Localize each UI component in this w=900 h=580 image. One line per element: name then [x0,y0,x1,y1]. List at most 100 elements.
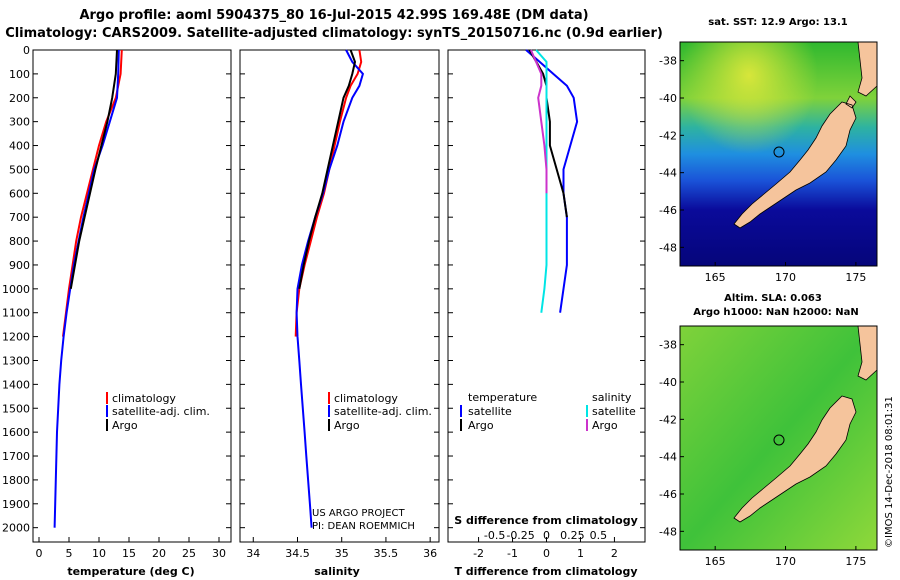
sla-field [680,326,877,550]
legend-label-satellite: satellite-adj. clim. [334,405,432,418]
depth-tick-label: 1400 [2,378,30,391]
map-y-tick-label: -38 [659,55,677,68]
map-y-tick-label: -48 [659,241,677,254]
map-y-tick-label: -42 [659,413,677,426]
map-y-tick-label: -46 [659,488,677,501]
temperature-panel-frame [32,49,232,543]
map-y-tick-label: -40 [659,376,677,389]
difference-plot: -2 -1 0 1 2 -0.5 -0.25 0 0.25 0.5 [448,49,645,560]
depth-tick-label: 0 [23,44,30,57]
depth-tick-label: 1200 [2,331,30,344]
x-tick-label: 35 [335,547,349,560]
salinity-plot: 34 34.5 35 35.5 36 [240,49,439,560]
series-line-climatology [62,49,123,337]
project-credit: US ARGO PROJECT [312,508,406,519]
map-x-tick-label: 165 [705,271,726,284]
depth-tick-label: 1800 [2,474,30,487]
depth-tick-label: 300 [9,116,30,129]
map-y-tick-label: -42 [659,129,677,142]
series-line-s-argo [529,49,548,194]
x-tick-label: 15 [122,547,136,560]
depth-tick-label: 800 [9,235,30,248]
series-line-s-satellite [535,49,548,313]
salinity-x-label: salinity [314,565,360,578]
x-tick-label: -1 [507,547,518,560]
x-tick-label: 35.5 [374,547,399,560]
map-x-tick-label: 175 [845,555,866,568]
series-line-t-argo [528,49,568,218]
x-tick-label: 34 [246,547,260,560]
legend-label-argo: Argo [334,419,360,432]
depth-tick-label: 600 [9,187,30,200]
legend-header-temperature: temperature [468,391,537,404]
sst-map [679,41,878,267]
sla-map-frame [679,325,878,551]
depth-tick-label: 700 [9,211,30,224]
temperature-plot: 0100200300400500600700800900100011001200… [2,44,231,560]
s-tick-label: 0.25 [560,529,585,542]
sst-float-marker [773,146,785,158]
temperature-x-label: temperature (deg C) [67,565,194,578]
sla-map-axes: 165 170 175 -38 -40 -42 -44 -46 -48 [659,339,866,568]
series-line-t-satellite [525,49,579,313]
legend-label-s-argo: Argo [592,419,618,432]
legend-label-t-satellite: satellite [468,405,512,418]
map-y-tick-label: -44 [659,167,677,180]
s-tick-label: 0.5 [590,529,608,542]
depth-tick-label: 1500 [2,402,30,415]
series-line-argo [69,49,118,289]
salinity-legend: climatology satellite-adj. clim. Argo [328,392,432,432]
map-y-tick-label: -48 [659,525,677,538]
difference-top-x-label: S difference from climatology [454,514,638,527]
x-tick-label: 36 [423,547,437,560]
depth-tick-label: 1700 [2,450,30,463]
sst-map-frame [679,41,878,267]
difference-legend: temperature salinity satellite Argo sate… [460,391,636,432]
legend-label-climatology: climatology [334,392,398,405]
sla-land [733,395,857,523]
x-tick-label: -2 [473,547,484,560]
sla-map-title: Altim. SLA: 0.063 [724,293,822,304]
x-tick-label: 0 [36,547,43,560]
x-tick-label: 30 [212,547,226,560]
depth-tick-label: 500 [9,163,30,176]
legend-label-climatology: climatology [112,392,176,405]
s-tick-label: 0 [543,529,550,542]
sst-map-axes: 165 170 175 -38 -40 -42 -44 -46 -48 [659,55,866,284]
depth-tick-label: 400 [9,140,30,153]
x-tick-label: 20 [152,547,166,560]
x-tick-label: 2 [611,547,618,560]
depth-tick-label: 100 [9,68,30,81]
sla-map-subtitle: Argo h1000: NaN h2000: NaN [693,307,859,318]
depth-tick-label: 1900 [2,498,30,511]
x-tick-label: 10 [92,547,106,560]
sst-north-island [857,41,878,97]
x-tick-label: 25 [182,547,196,560]
sla-north-island [857,325,878,381]
x-tick-label: 1 [577,547,584,560]
salinity-panel-frame [239,49,440,543]
map-x-tick-label: 175 [845,271,866,284]
depth-tick-label: 900 [9,259,30,272]
s-tick-label: -0.25 [506,529,534,542]
depth-tick-label: 2000 [2,522,30,535]
depth-tick-label: 1600 [2,426,30,439]
s-tick-label: -0.5 [484,529,505,542]
map-y-tick-label: -44 [659,451,677,464]
x-tick-label: 34.5 [285,547,310,560]
legend-label-t-argo: Argo [468,419,494,432]
difference-x-label: T difference from climatology [454,565,637,578]
series-line-satellite-adj-clim- [53,49,120,528]
legend-label-s-satellite: satellite [592,405,636,418]
temperature-legend: climatology satellite-adj. clim. Argo [106,392,210,432]
map-y-tick-label: -38 [659,339,677,352]
title-line-1: Argo profile: aoml 5904375_80 16-Jul-201… [79,8,588,23]
sst-warm-patch [680,42,877,266]
pi-credit: PI: DEAN ROEMMICH [312,521,415,532]
sla-float-marker [773,434,785,446]
imos-credit: ©IMOS 14-Dec-2018 08:01:31 [884,396,895,548]
x-tick-label: 0 [543,547,550,560]
sst-land [733,95,857,229]
title-line-2: Climatology: CARS2009. Satellite-adjuste… [5,26,663,41]
